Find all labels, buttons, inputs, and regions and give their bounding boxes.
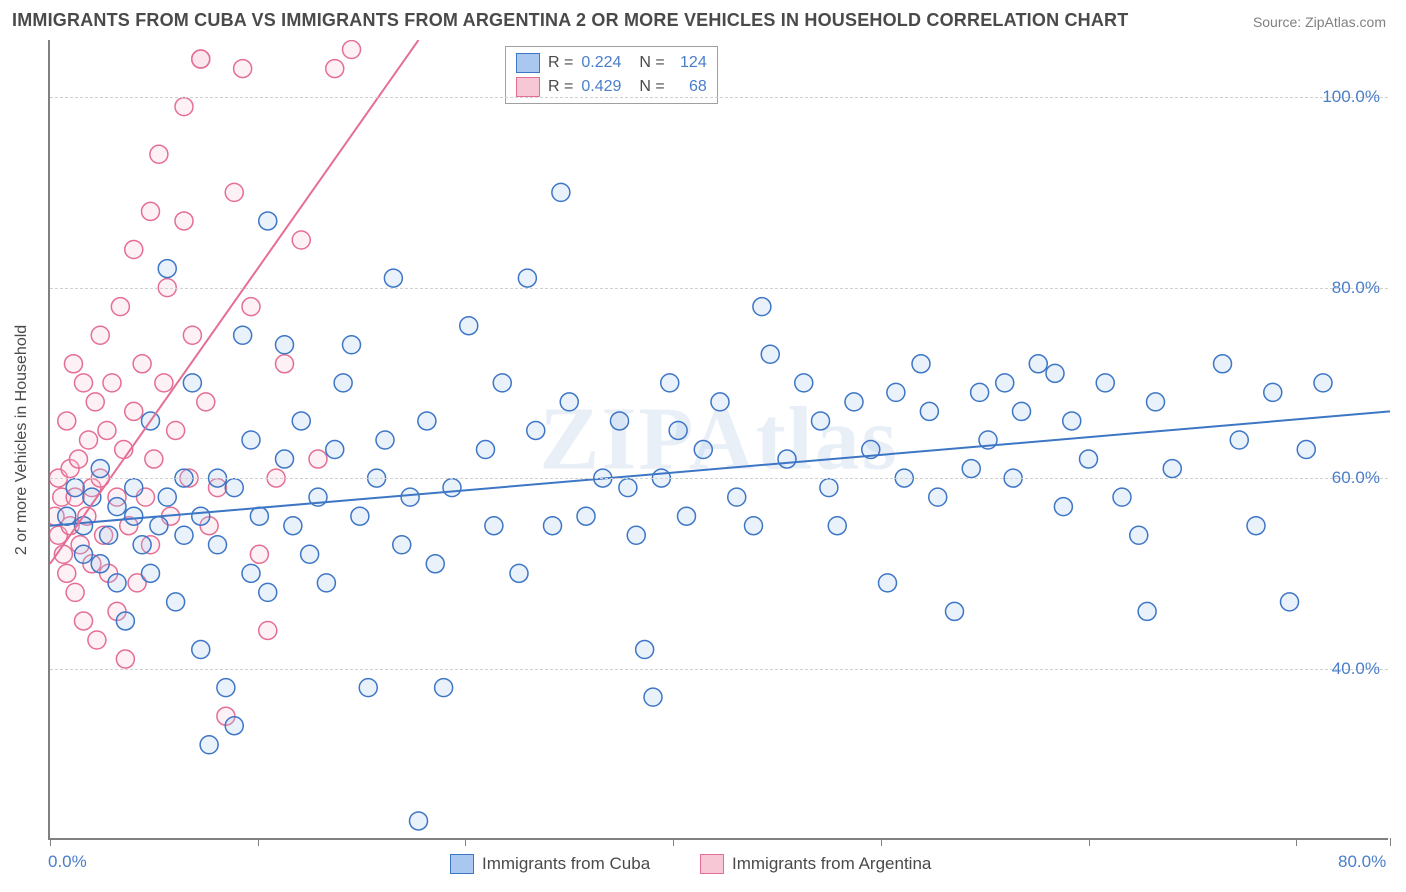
plot-area: ZIPAtlas R = 0.224 N = 124 R = 0.429 N = 68… [48, 40, 1388, 840]
x-tick [673, 838, 674, 846]
legend-r-label: R = [548, 54, 573, 72]
legend-swatch [450, 854, 474, 874]
y-tick-label: 100.0% [1322, 87, 1380, 107]
x-tick-label: 0.0% [48, 852, 87, 872]
grid-line [50, 669, 1388, 670]
legend-swatch [700, 854, 724, 874]
y-tick-label: 80.0% [1332, 278, 1380, 298]
y-tick-label: 60.0% [1332, 468, 1380, 488]
legend-row: R = 0.224 N = 124 [516, 51, 707, 75]
y-tick-label: 40.0% [1332, 659, 1380, 679]
grid-line [50, 478, 1388, 479]
chart-title: IMMIGRANTS FROM CUBA VS IMMIGRANTS FROM … [12, 10, 1128, 31]
legend-n-label: N = [639, 78, 664, 96]
correlation-legend: R = 0.224 N = 124 R = 0.429 N = 68 [505, 46, 718, 104]
series-name: Immigrants from Cuba [482, 854, 650, 874]
legend-n-label: N = [639, 54, 664, 72]
legend-swatch [516, 53, 540, 73]
x-tick [465, 838, 466, 846]
source-label: Source: ZipAtlas.com [1253, 14, 1386, 30]
x-tick [258, 838, 259, 846]
chart-container: IMMIGRANTS FROM CUBA VS IMMIGRANTS FROM … [0, 0, 1406, 892]
grid-line [50, 97, 1388, 98]
series-name: Immigrants from Argentina [732, 854, 931, 874]
bottom-legend-item: Immigrants from Argentina [700, 854, 931, 874]
x-tick [50, 838, 51, 846]
x-tick [1390, 838, 1391, 846]
legend-r-value: 0.224 [581, 54, 621, 72]
legend-r-label: R = [548, 78, 573, 96]
bottom-legend-item: Immigrants from Cuba [450, 854, 650, 874]
x-tick [1296, 838, 1297, 846]
grid-line [50, 288, 1388, 289]
legend-n-value: 124 [673, 54, 707, 72]
legend-swatch [516, 77, 540, 97]
y-axis-title: 2 or more Vehicles in Household [13, 325, 31, 555]
x-tick [881, 838, 882, 846]
x-tick [1089, 838, 1090, 846]
scatter-svg [50, 40, 1390, 840]
legend-row: R = 0.429 N = 68 [516, 75, 707, 99]
legend-r-value: 0.429 [581, 78, 621, 96]
watermark: ZIPAtlas [539, 388, 898, 491]
legend-n-value: 68 [673, 78, 707, 96]
x-tick-label: 80.0% [1338, 852, 1386, 872]
